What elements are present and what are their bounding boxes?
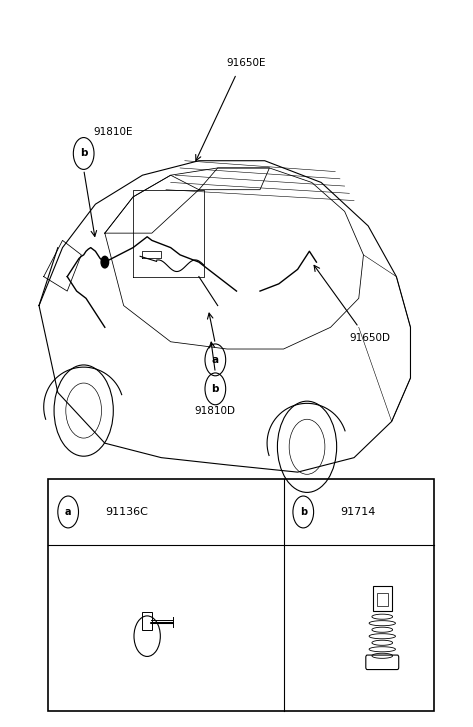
Text: b: b: [211, 384, 219, 394]
Text: 91136C: 91136C: [105, 507, 148, 517]
Text: 91714: 91714: [340, 507, 375, 517]
Text: b: b: [80, 148, 88, 158]
Text: 91650E: 91650E: [226, 58, 266, 68]
Text: 91650D: 91650D: [350, 333, 390, 343]
Text: a: a: [65, 507, 71, 517]
Text: 91810E: 91810E: [93, 126, 132, 137]
Text: b: b: [300, 507, 307, 517]
Circle shape: [101, 257, 109, 268]
Text: 91810D: 91810D: [195, 406, 236, 416]
Text: a: a: [212, 355, 219, 365]
